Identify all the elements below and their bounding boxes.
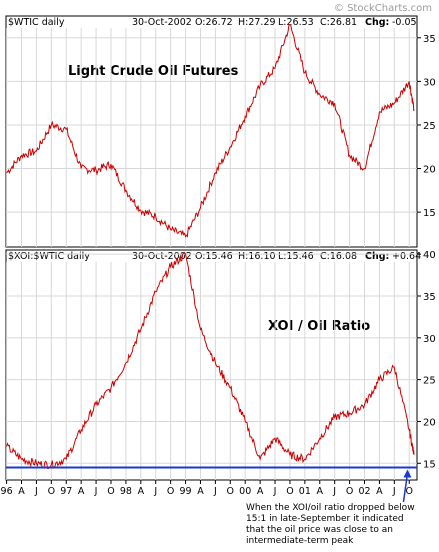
x-tick-label: A (138, 486, 145, 497)
oil-change-label: Chg: (365, 17, 389, 28)
oil-change-value: -0.05 (392, 17, 417, 28)
oil-ytick-label: 15 (423, 208, 436, 219)
x-tick-label: J (34, 486, 38, 497)
x-tick-label: A (78, 486, 85, 497)
oil-ytick-label: 25 (423, 121, 436, 132)
x-tick-label: O (286, 486, 293, 497)
oil-low: L:26.53 (278, 17, 314, 28)
ratio-panel-frame (5, 249, 418, 481)
x-tick-label: 96 (1, 486, 13, 497)
ratio-date: 30-Oct-2002 (132, 251, 192, 262)
annotation: When the XOI/oil ratio dropped below 15:… (246, 469, 415, 546)
x-tick-label: 98 (120, 486, 132, 497)
x-tick-label: A (317, 486, 324, 497)
x-tick-label: A (376, 486, 383, 497)
annotation-line-3: that the oil price was close to an (246, 525, 393, 535)
x-tick-label: A (257, 486, 264, 497)
x-tick-label: O (346, 486, 353, 497)
oil-symbol: $WTIC daily (8, 17, 65, 28)
oil-open: O:26.72 (195, 17, 233, 28)
x-tick-label: O (167, 486, 174, 497)
ratio-ytick-label: 40 (423, 250, 436, 261)
ratio-ytick-label: 35 (423, 292, 436, 303)
ratio-series (6, 251, 415, 470)
x-tick-label: 99 (180, 486, 192, 497)
x-tick-label: 97 (60, 486, 72, 497)
x-tick-label: O (107, 486, 114, 497)
ratio-ytick-label: 15 (423, 459, 436, 470)
watermark: © StockCharts.com (334, 3, 432, 14)
x-tick-label: A (197, 486, 204, 497)
ratio-high: H:16.10 (238, 251, 276, 262)
ratio-low: L:15.46 (278, 251, 314, 262)
ratio-title: XOI / Oil Ratio (268, 319, 370, 334)
oil-high: H:27.29 (238, 17, 276, 28)
oil-ytick-label: 30 (423, 77, 436, 88)
x-tick-label: J (392, 486, 396, 497)
x-tick-label: J (94, 486, 98, 497)
oil-price-series (6, 24, 415, 238)
ratio-symbol: $XOI:$WTIC daily (8, 251, 90, 262)
ratio-ytick-label: 30 (423, 334, 436, 345)
ratio-ytick-label: 25 (423, 376, 436, 387)
ratio-open: O:15.46 (195, 251, 233, 262)
ratio-change-value: +0.64 (392, 251, 421, 262)
annotation-line-1: When the XOI/oil ratio dropped below (246, 503, 415, 513)
oil-panel: $WTIC daily 30-Oct-2002 O:26.72 H:27.29 … (5, 15, 436, 248)
x-tick-label: 02 (358, 486, 370, 497)
x-tick-label: O (406, 486, 413, 497)
ratio-gridlines (6, 253, 417, 480)
oil-date: 30-Oct-2002 (132, 17, 192, 28)
x-tick-label: J (332, 486, 336, 497)
oil-ytick-label: 35 (423, 34, 436, 45)
x-tick-label: J (273, 486, 277, 497)
ratio-close: C:16.08 (320, 251, 357, 262)
annotation-arrow (402, 473, 409, 503)
ratio-y-axis: 15 20 25 30 35 40 (417, 250, 436, 470)
ratio-change-label: Chg: (365, 251, 389, 262)
ratio-panel: $XOI:$WTIC daily 30-Oct-2002 O:15.46 H:1… (5, 249, 436, 481)
oil-y-axis: 15 20 25 30 35 (417, 34, 436, 219)
x-tick-label: 00 (239, 486, 251, 497)
annotation-line-4: intermediate-term peak (246, 536, 354, 546)
oil-title: Light Crude Oil Futures (68, 64, 239, 79)
annotation-line-2: 15:1 in late-September it indicated (246, 514, 404, 524)
x-tick-label: J (213, 486, 217, 497)
x-tick-label: A (18, 486, 25, 497)
annotation-arrow-head (403, 469, 412, 478)
oil-gridlines (6, 28, 417, 247)
x-axis: 96 A J O 97 A J O 98 A J O 99 A J O 00 A J O 01 A J O 02 A J O (1, 480, 413, 497)
x-tick-label: J (153, 486, 157, 497)
oil-close: C:26.81 (320, 17, 357, 28)
x-tick-label: O (48, 486, 55, 497)
x-tick-label: 01 (299, 486, 311, 497)
oil-ytick-label: 20 (423, 165, 436, 176)
ratio-ytick-label: 20 (423, 417, 436, 428)
oil-panel-frame (5, 15, 418, 248)
x-tick-label: O (227, 486, 234, 497)
